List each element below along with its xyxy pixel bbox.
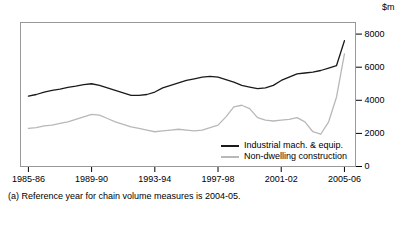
svg-text:$m: $m [382,2,395,12]
svg-text:1997-98: 1997-98 [202,174,235,184]
svg-text:2000: 2000 [365,128,385,138]
svg-text:8000: 8000 [365,29,385,39]
svg-text:0: 0 [365,161,370,171]
html-text:Industrial mach. & equip.: Industrial mach. & equip. [244,140,344,150]
html-text:Non-dwelling construction: Non-dwelling construction [244,151,348,161]
svg-text:4000: 4000 [365,95,385,105]
svg-text:1989-90: 1989-90 [75,174,108,184]
svg-text:6000: 6000 [365,62,385,72]
svg-text:2001-02: 2001-02 [265,174,298,184]
svg-text:2005-06: 2005-06 [328,174,361,184]
svg-text:1985-86: 1985-86 [12,174,45,184]
html-text:(a) Reference year for chain v: (a) Reference year for chain volume meas… [8,191,241,201]
svg-text:1993-94: 1993-94 [138,174,171,184]
